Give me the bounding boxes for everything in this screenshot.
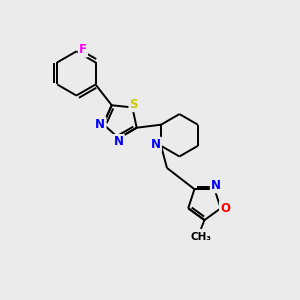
Text: N: N [151,138,161,151]
Text: F: F [79,44,87,56]
Text: S: S [130,98,138,111]
Text: CH₃: CH₃ [190,232,212,242]
Text: O: O [220,202,230,215]
Text: N: N [114,135,124,148]
Text: N: N [211,179,221,192]
Text: N: N [95,118,105,131]
